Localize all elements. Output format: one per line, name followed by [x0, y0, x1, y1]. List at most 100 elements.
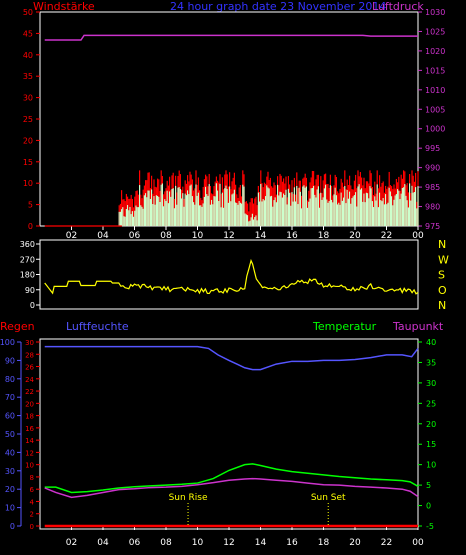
panel-direction-frame — [39, 239, 419, 310]
temperature-axis-tick-label: 10 — [426, 461, 436, 470]
pressure-axis-tick-label: 1000 — [425, 125, 445, 134]
temperature-axis-label: Temperatur — [312, 320, 377, 333]
wind-axis-tick-label: 20 — [23, 136, 33, 145]
rain-axis-tick-label: 20 — [5, 485, 15, 494]
x-tick-label: 18 — [318, 231, 330, 241]
humidity-axis-tick-label: 30 — [25, 339, 34, 347]
direction-axis-tick-label: 90 — [25, 286, 35, 295]
x-tick-label: 00 — [412, 538, 424, 548]
x-tick-label: 22 — [381, 538, 392, 548]
wind-axis-tick-label: 15 — [23, 158, 33, 167]
temperature-axis-tick-label: 25 — [426, 399, 436, 408]
pressure-axis-tick-label: 985 — [425, 183, 440, 192]
temperature-axis-tick-label: 35 — [426, 358, 436, 367]
line-luftfeuchte — [44, 345, 419, 371]
humidity-axis-tick-label: 12 — [25, 449, 34, 457]
humidity-axis-tick-label: 16 — [25, 425, 34, 433]
x-tick-label: 16 — [286, 538, 298, 548]
humidity-axis-tick-label: 14 — [25, 437, 34, 445]
sun-marker-label: Sun Rise — [169, 493, 208, 503]
x-tick-label: 08 — [160, 231, 172, 241]
pressure-axis-tick-label: 995 — [425, 144, 440, 153]
rain-axis-tick-label: 60 — [5, 412, 15, 421]
x-tick-label: 14 — [255, 231, 267, 241]
rain-axis-label: Regen — [0, 320, 35, 333]
direction-axis-tick-label: 0 — [30, 301, 35, 310]
rain-axis-tick-label: 100 — [0, 338, 15, 347]
pressure-axis-tick-label: 1015 — [425, 66, 445, 75]
temperature-axis-tick-label: 15 — [426, 440, 436, 449]
x-tick-label: 02 — [66, 231, 77, 241]
x-tick-label: 12 — [223, 231, 234, 241]
rain-axis-tick-label: 10 — [5, 504, 15, 513]
dewpoint-axis-label: Taupunkt — [392, 320, 444, 333]
rain-axis-tick-label: 70 — [5, 393, 15, 402]
x-tick-label: 20 — [349, 538, 361, 548]
wind-axis-tick-label: 45 — [23, 29, 33, 38]
x-tick-label: 10 — [192, 231, 204, 241]
compass-label: O — [438, 284, 447, 297]
wind-axis-tick-label: 50 — [23, 8, 33, 17]
wind-axis-tick-label: 25 — [23, 115, 33, 124]
header-left-label: Windstärke — [33, 0, 95, 13]
x-tick-label: 04 — [97, 538, 109, 548]
line-taupunkt — [44, 477, 419, 499]
panel-temperature-frame — [39, 338, 419, 530]
humidity-axis-label: Luftfeuchte — [66, 320, 129, 333]
x-tick-label: 20 — [349, 231, 361, 241]
wind-axis-tick-label: 35 — [23, 72, 33, 81]
direction-axis-tick-label: 180 — [20, 271, 35, 280]
compass-label: N — [438, 238, 446, 251]
x-tick-label: 06 — [129, 231, 141, 241]
humidity-axis-tick-label: 26 — [25, 364, 34, 372]
temperature-axis-tick-label: 5 — [426, 481, 431, 490]
temperature-axis-tick-label: 40 — [426, 338, 436, 347]
x-tick-label: 06 — [129, 538, 141, 548]
wind-axis-tick-label: 30 — [23, 94, 33, 103]
pressure-axis-tick-label: 975 — [425, 222, 440, 231]
rain-axis-tick-label: 90 — [5, 356, 15, 365]
humidity-axis-tick-label: 24 — [25, 376, 34, 384]
rain-axis-tick-label: 50 — [5, 430, 15, 439]
x-tick-label: 08 — [160, 538, 172, 548]
humidity-axis-tick-label: 6 — [30, 486, 35, 494]
humidity-axis-tick-label: 0 — [30, 523, 34, 531]
rain-axis-tick-label: 80 — [5, 375, 15, 384]
pressure-axis-tick-label: 1030 — [425, 8, 445, 17]
x-tick-label: 18 — [318, 538, 330, 548]
pressure-axis-tick-label: 990 — [425, 164, 440, 173]
compass-label: N — [438, 299, 446, 312]
rain-axis-tick-label: 0 — [10, 522, 15, 531]
x-tick-label: 04 — [97, 231, 109, 241]
compass-label: S — [438, 269, 445, 282]
x-tick-label: 14 — [255, 538, 267, 548]
direction-line — [44, 258, 419, 295]
pressure-line — [44, 34, 418, 41]
humidity-axis-tick-label: 8 — [30, 474, 34, 482]
humidity-axis-tick-label: 20 — [25, 400, 34, 408]
rain-axis-tick-label: 40 — [5, 448, 15, 457]
x-tick-label: 22 — [381, 231, 392, 241]
x-tick-label: 10 — [192, 538, 204, 548]
wind-axis-tick-label: 5 — [28, 201, 33, 210]
pressure-axis-tick-label: 1020 — [425, 47, 445, 56]
x-tick-label: 00 — [412, 231, 424, 241]
pressure-axis-tick-label: 980 — [425, 203, 440, 212]
pressure-axis-tick-label: 1025 — [425, 27, 445, 36]
temperature-axis-tick-label: -5 — [426, 522, 434, 531]
compass-label: W — [438, 253, 449, 266]
sun-marker-label: Sun Set — [311, 493, 346, 503]
temperature-axis-tick-label: 30 — [426, 379, 436, 388]
direction-axis-tick-label: 360 — [20, 240, 35, 249]
x-tick-label: 16 — [286, 231, 298, 241]
pressure-axis-tick-label: 1005 — [425, 105, 445, 114]
humidity-axis-tick-label: 10 — [25, 462, 34, 470]
temperature-axis-tick-label: 0 — [426, 502, 431, 511]
rain-axis-tick-label: 30 — [5, 467, 15, 476]
wind-bars — [118, 170, 419, 226]
wind-axis-tick-label: 10 — [23, 179, 33, 188]
wind-axis-tick-label: 40 — [23, 51, 33, 60]
humidity-axis-tick-label: 28 — [25, 351, 34, 359]
wind-axis-tick-label: 0 — [28, 222, 33, 231]
